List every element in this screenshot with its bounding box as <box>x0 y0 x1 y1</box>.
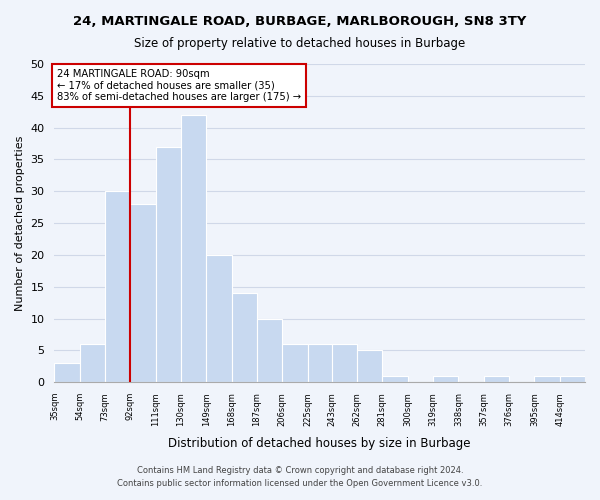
Bar <box>156 146 181 382</box>
Text: Contains HM Land Registry data © Crown copyright and database right 2024.
Contai: Contains HM Land Registry data © Crown c… <box>118 466 482 487</box>
Bar <box>206 255 232 382</box>
Bar <box>257 318 283 382</box>
Bar <box>181 115 206 382</box>
Bar <box>560 376 585 382</box>
Bar <box>55 363 80 382</box>
Bar <box>80 344 105 382</box>
Bar <box>535 376 560 382</box>
Text: Size of property relative to detached houses in Burbage: Size of property relative to detached ho… <box>134 38 466 51</box>
Bar <box>357 350 382 382</box>
Bar <box>105 192 130 382</box>
Bar <box>332 344 357 382</box>
Bar <box>484 376 509 382</box>
Bar <box>232 293 257 382</box>
Text: 24 MARTINGALE ROAD: 90sqm
← 17% of detached houses are smaller (35)
83% of semi-: 24 MARTINGALE ROAD: 90sqm ← 17% of detac… <box>57 69 301 102</box>
Text: 24, MARTINGALE ROAD, BURBAGE, MARLBOROUGH, SN8 3TY: 24, MARTINGALE ROAD, BURBAGE, MARLBOROUG… <box>73 15 527 28</box>
Bar <box>433 376 458 382</box>
Bar <box>130 204 156 382</box>
Y-axis label: Number of detached properties: Number of detached properties <box>15 136 25 311</box>
Bar <box>308 344 332 382</box>
Bar <box>382 376 407 382</box>
X-axis label: Distribution of detached houses by size in Burbage: Distribution of detached houses by size … <box>169 437 471 450</box>
Bar <box>283 344 308 382</box>
